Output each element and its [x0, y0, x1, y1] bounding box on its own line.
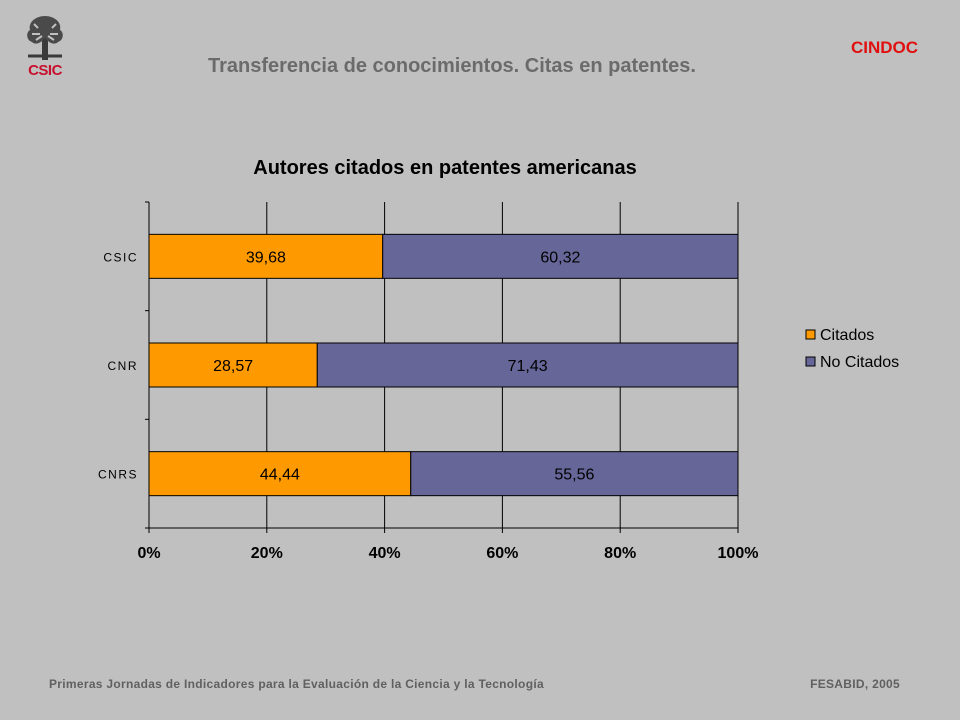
bar-value-label: 44,44	[260, 467, 300, 484]
footer-event: Primeras Jornadas de Indicadores para la…	[49, 677, 544, 691]
org-label: CINDOC	[850, 38, 918, 57]
bar-segment	[148, 342, 318, 388]
category-label: CNRS	[98, 468, 138, 482]
x-tick-label: 80%	[604, 545, 636, 562]
x-tick-label: 60%	[486, 545, 518, 562]
x-tick-label: 100%	[718, 545, 759, 562]
bar-segment	[382, 233, 739, 279]
legend-swatch	[805, 356, 816, 367]
footer-organizer: FESABID, 2005	[810, 677, 900, 691]
logo-text: CSIC	[28, 62, 62, 79]
legend-label: Citados	[820, 327, 874, 344]
chart-legend: Citados No Citados	[805, 327, 899, 371]
category-label: CNR	[108, 359, 139, 373]
bar-value-label: 71,43	[508, 358, 548, 375]
bar-value-label: 39,68	[246, 249, 286, 266]
bar-segment	[316, 342, 739, 388]
bar-value-label: 55,56	[554, 467, 594, 484]
bar-value-label: 60,32	[540, 249, 580, 266]
page-title: Transferencia de conocimientos. Citas en…	[208, 55, 696, 77]
chart-axes: 0% 20% 40% 60% 80% 100% CSIC CNR CNRS	[98, 201, 759, 562]
x-tick-label: 0%	[137, 545, 160, 562]
tree-emblem-icon	[27, 16, 63, 60]
bar-segment	[410, 451, 739, 497]
chart-title: Autores citados en patentes americanas	[253, 157, 636, 179]
x-tick-label: 20%	[251, 545, 283, 562]
legend-swatch	[805, 329, 816, 340]
bar-segment	[148, 451, 412, 497]
category-label: CSIC	[103, 250, 138, 264]
chart-bars: 39,68 60,32 28,57 71,43 44,44 55,56	[148, 233, 739, 497]
csic-logo: CSIC	[18, 12, 72, 82]
x-tick-label: 40%	[369, 545, 401, 562]
stacked-bar-chart: Autores citados en patentes americanas 3…	[98, 157, 899, 562]
bar-value-label: 28,57	[213, 358, 253, 375]
legend-label: No Citados	[820, 354, 899, 371]
